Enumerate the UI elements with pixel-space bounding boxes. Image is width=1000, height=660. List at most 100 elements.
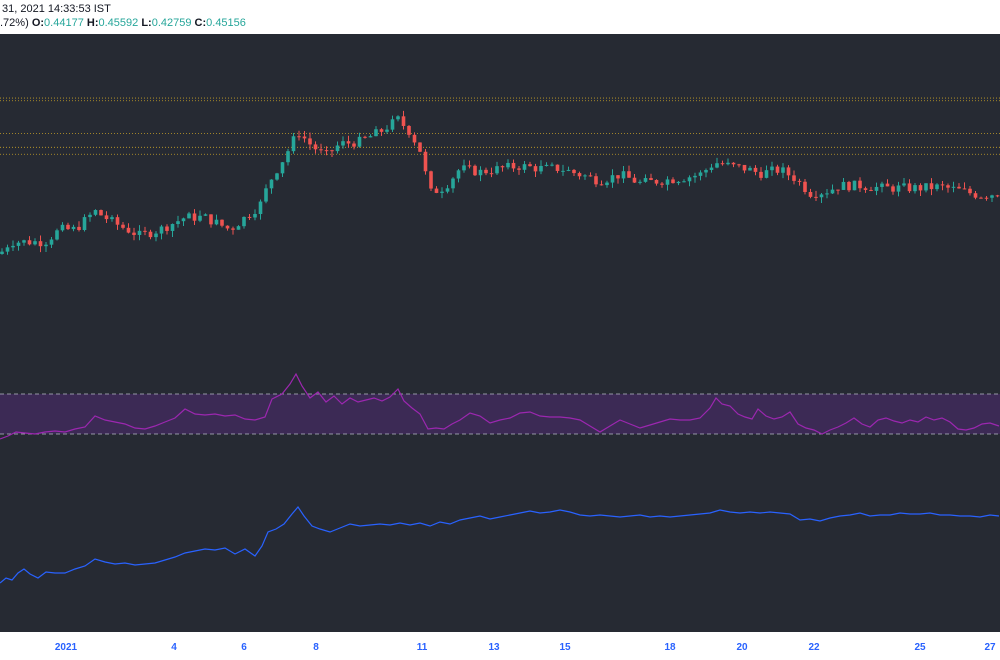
candle-body [841, 181, 846, 190]
candle-body [286, 151, 290, 163]
candle-body [143, 230, 147, 232]
x-tick-label: 22 [808, 642, 820, 653]
candle-body [38, 241, 43, 247]
candle-body [539, 165, 543, 172]
candle-body [643, 178, 648, 182]
candle-body [902, 183, 906, 186]
candle-body [192, 213, 197, 221]
candle-body [440, 191, 444, 193]
x-tick-label: 11 [417, 642, 428, 653]
chart-area[interactable] [0, 34, 1000, 632]
candle-body [319, 149, 323, 151]
candle-body [297, 136, 301, 138]
candle-body [423, 151, 428, 172]
candle-body [418, 142, 422, 152]
open-label: O: [31, 17, 45, 29]
candle-body [429, 171, 433, 189]
candle-body [528, 164, 532, 167]
candle-body [786, 167, 791, 176]
candle-body [264, 188, 268, 202]
candle-body [946, 185, 950, 188]
candle-body [847, 181, 851, 191]
candle-body [385, 129, 389, 132]
candle-body [209, 214, 213, 225]
candle-body [280, 162, 285, 174]
candle-body [544, 164, 549, 166]
candle-body [797, 180, 802, 182]
candle-body [594, 176, 598, 185]
candle-body [583, 175, 587, 177]
candle-body [346, 141, 351, 144]
candle-body [731, 162, 736, 165]
candle-body [973, 193, 978, 198]
x-tick-label: 20 [736, 642, 748, 653]
candle-body [170, 224, 175, 231]
candle-body [181, 218, 186, 222]
candle-body [484, 169, 488, 174]
candle-body [572, 169, 576, 174]
candle-body [27, 240, 32, 245]
candle-body [363, 136, 367, 138]
candle-body [500, 166, 505, 168]
candle-body [401, 116, 406, 126]
candle-body [88, 214, 92, 218]
candle-body [473, 165, 477, 176]
candle-body [918, 185, 923, 191]
candle-body [555, 164, 560, 171]
candle-body [869, 189, 873, 191]
low-value: 0.42759 [151, 17, 192, 29]
candle-body [720, 163, 725, 165]
candle-body [874, 186, 879, 191]
candle-body [489, 173, 494, 175]
candle-body [676, 181, 681, 184]
candle-body [220, 219, 224, 226]
candle-body [649, 178, 653, 180]
candle-body [121, 224, 125, 228]
candle-body [511, 162, 516, 169]
obv-pane [0, 506, 1000, 584]
candle-body [715, 163, 719, 168]
candlestick-series[interactable] [0, 110, 1000, 255]
candle-body [462, 165, 466, 171]
candle-body [110, 217, 114, 220]
candle-body [456, 170, 461, 179]
candle-body [896, 185, 901, 192]
candle-body [225, 225, 230, 229]
candle-body [957, 186, 961, 189]
candle-body [852, 180, 857, 191]
candle-body [588, 175, 593, 177]
candle-body [825, 193, 829, 195]
candle-body [764, 170, 769, 178]
candle-body [517, 168, 521, 170]
x-tick-label: 4 [171, 642, 177, 653]
candle-body [863, 188, 868, 190]
candle-body [759, 171, 763, 178]
candle-body [561, 170, 565, 172]
candle-body [214, 219, 219, 225]
candle-body [159, 226, 164, 234]
candle-body [704, 170, 708, 173]
candle-body [445, 188, 450, 192]
candle-body [60, 224, 65, 231]
x-tick-label: 27 [984, 642, 996, 653]
candle-body [522, 164, 527, 170]
candle-body [775, 166, 780, 173]
candle-body [104, 215, 109, 220]
candle-body [665, 179, 670, 185]
candle-body [154, 233, 158, 238]
x-tick-label: 8 [313, 642, 319, 653]
candle-body [495, 166, 499, 174]
candle-body [242, 216, 246, 227]
candle-body [770, 166, 774, 171]
open-value: 0.44177 [44, 17, 84, 29]
obv-line [0, 506, 1000, 584]
candle-body [236, 226, 241, 230]
candle-body [137, 230, 142, 235]
candle-body [434, 188, 439, 193]
candle-body [231, 228, 235, 230]
candle-body [368, 136, 373, 138]
candle-body [341, 141, 345, 146]
candle-body [792, 175, 796, 181]
candle-body [379, 129, 384, 132]
candle-body [907, 183, 912, 192]
